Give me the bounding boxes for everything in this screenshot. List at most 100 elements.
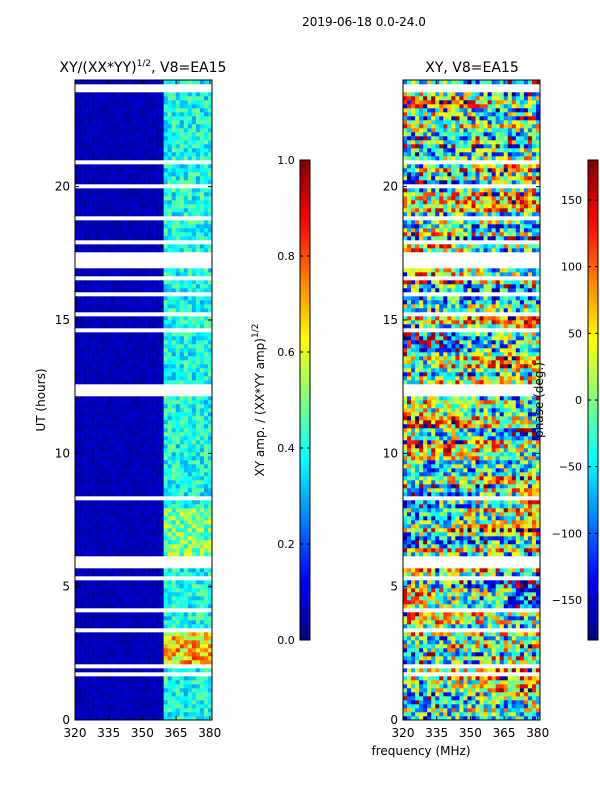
heatmap-cell (135, 584, 140, 589)
heatmap-cell (199, 424, 205, 429)
heatmap-cell (167, 168, 173, 173)
heatmap-cell (75, 308, 80, 313)
heatmap-cell (191, 600, 197, 605)
heatmap-cell (159, 284, 164, 289)
heatmap-cell (103, 540, 108, 545)
heatmap-cell (131, 644, 136, 649)
heatmap-cell (187, 460, 193, 465)
heatmap-cell (127, 176, 132, 181)
heatmap-cell (79, 376, 84, 381)
heatmap-cell (191, 416, 197, 421)
heatmap-cell (99, 272, 104, 277)
heatmap-cell (155, 384, 160, 389)
heatmap-cell (147, 520, 152, 525)
heatmap-cell (119, 540, 124, 545)
heatmap-cell (79, 432, 84, 437)
heatmap-cell (139, 136, 144, 141)
heatmap-cell (87, 292, 92, 297)
heatmap-cell (203, 632, 209, 637)
heatmap-cell (107, 556, 112, 561)
heatmap-cell (135, 364, 140, 369)
heatmap-cell (151, 608, 156, 613)
heatmap-cell (95, 476, 100, 481)
heatmap-cell (195, 212, 201, 217)
heatmap-cell (115, 520, 120, 525)
heatmap-cell (151, 148, 156, 153)
heatmap-cell (103, 152, 108, 157)
heatmap-cell (159, 196, 164, 201)
heatmap-cell (123, 376, 128, 381)
heatmap-cell (143, 272, 148, 277)
heatmap-cell (155, 148, 160, 153)
heatmap-cell (187, 184, 193, 189)
heatmap-cell (199, 412, 205, 417)
heatmap-cell (99, 684, 104, 689)
heatmap-cell (111, 368, 116, 373)
heatmap-cell (187, 372, 193, 377)
heatmap-cell (203, 212, 209, 217)
heatmap-cell (175, 672, 181, 677)
heatmap-cell (131, 712, 136, 717)
heatmap-cell (99, 460, 104, 465)
heatmap-cell (171, 288, 177, 293)
heatmap-cell (103, 648, 108, 653)
heatmap-cell (103, 136, 108, 141)
heatmap-cell (103, 692, 108, 697)
heatmap-cell (115, 212, 120, 217)
heatmap-cell (123, 296, 128, 301)
heatmap-cell (191, 484, 197, 489)
heatmap-cell (95, 560, 100, 565)
heatmap-cell (147, 588, 152, 593)
heatmap-cell (99, 140, 104, 145)
heatmap-cell (107, 340, 112, 345)
heatmap-cell (147, 412, 152, 417)
heatmap-cell (167, 716, 173, 721)
heatmap-cell (195, 520, 201, 525)
heatmap-cell (207, 252, 213, 257)
heatmap-cell (195, 440, 201, 445)
heatmap-cell (167, 280, 173, 285)
heatmap-cell (131, 372, 136, 377)
heatmap-cell (143, 356, 148, 361)
heatmap-cell (99, 192, 104, 197)
heatmap-cell (87, 132, 92, 137)
heatmap-cell (155, 332, 160, 337)
heatmap-cell (171, 412, 177, 417)
heatmap-cell (195, 340, 201, 345)
heatmap-cell (167, 136, 173, 141)
heatmap-cell (195, 604, 201, 609)
heatmap-cell (143, 292, 148, 297)
heatmap-cell (199, 324, 205, 329)
heatmap-cell (123, 704, 128, 709)
heatmap-cell (107, 704, 112, 709)
heatmap-cell (127, 168, 132, 173)
heatmap-cell (127, 388, 132, 393)
heatmap-cell (203, 500, 209, 505)
heatmap-cell (179, 504, 185, 509)
heatmap-cell (107, 580, 112, 585)
heatmap-cell (99, 620, 104, 625)
heatmap-cell (203, 136, 209, 141)
heatmap-cell (103, 304, 108, 309)
heatmap-cell (175, 376, 181, 381)
heatmap-cell (187, 380, 193, 385)
heatmap-cell (135, 276, 140, 281)
heatmap-cell (163, 656, 168, 661)
heatmap-cell (123, 252, 128, 257)
heatmap-cell (175, 584, 181, 589)
heatmap-cell (143, 364, 148, 369)
heatmap-cell (183, 412, 189, 417)
heatmap-cell (171, 368, 177, 373)
heatmap-cell (139, 432, 144, 437)
heatmap-cell (175, 404, 181, 409)
heatmap-cell (199, 468, 205, 473)
heatmap-cell (139, 600, 144, 605)
heatmap-cell (83, 552, 88, 557)
heatmap-cell (103, 384, 108, 389)
heatmap-cell (155, 224, 160, 229)
heatmap-cell (171, 272, 177, 277)
heatmap-cell (171, 200, 177, 205)
heatmap-cell (191, 580, 197, 585)
heatmap-cell (175, 132, 181, 137)
heatmap-cell (163, 432, 168, 437)
